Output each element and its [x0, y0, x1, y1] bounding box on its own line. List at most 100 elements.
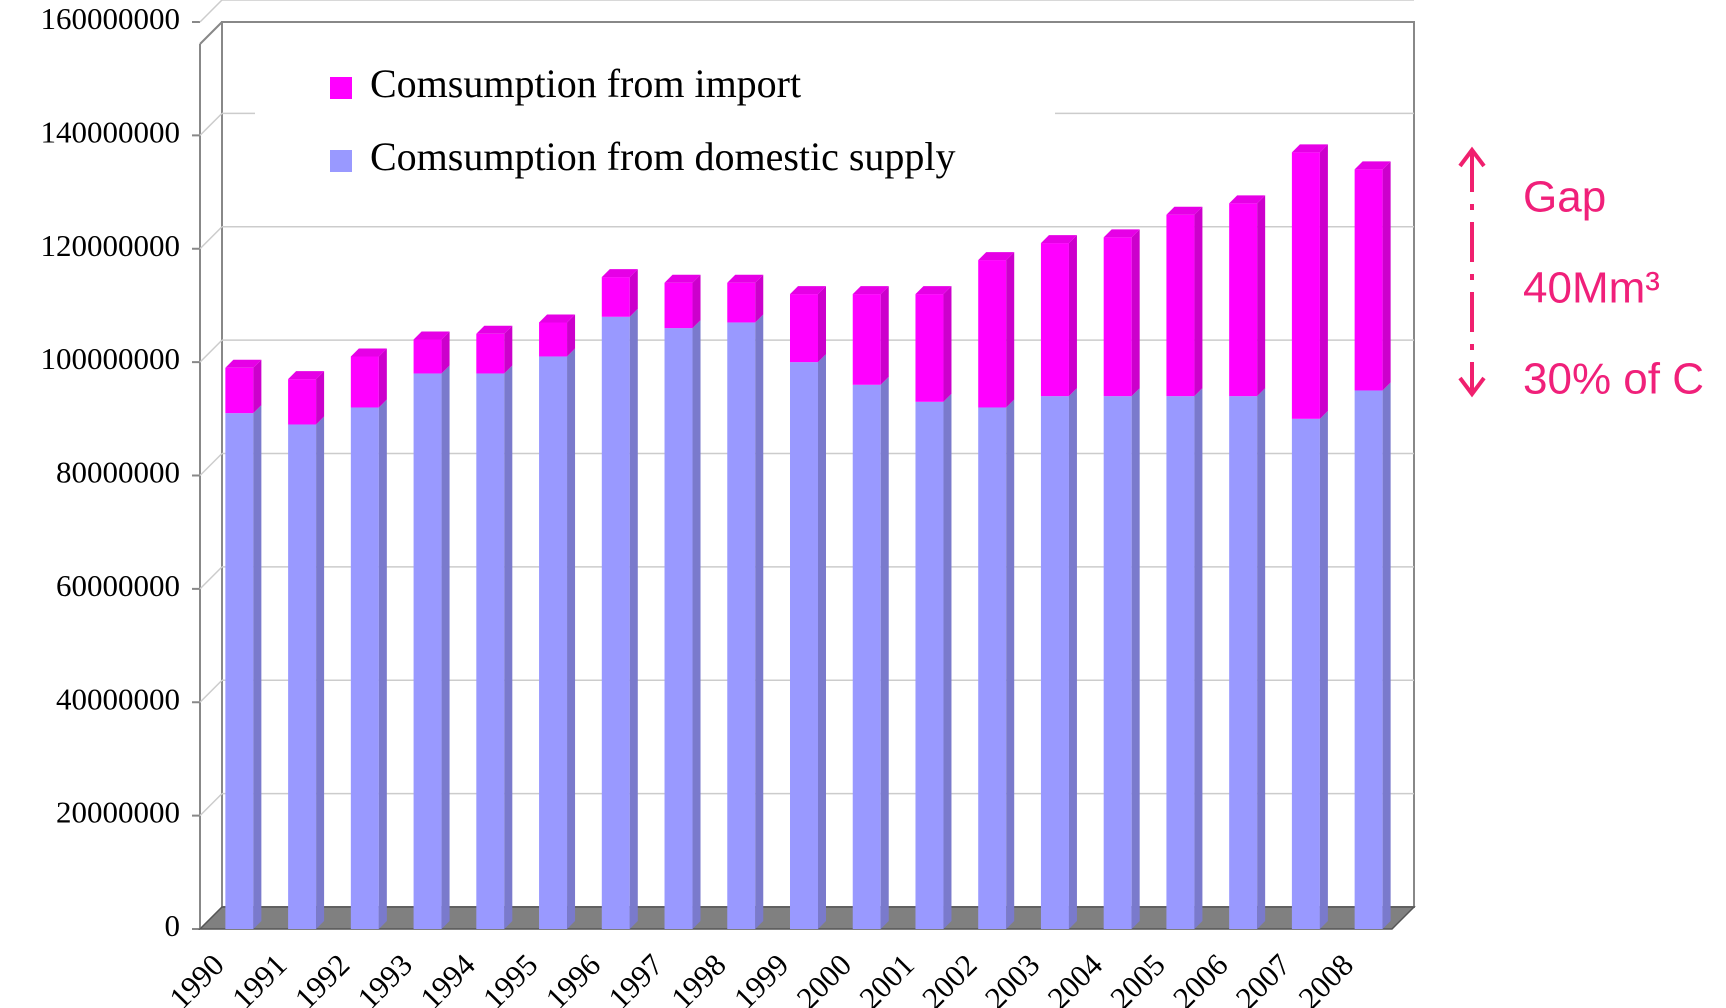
bar-segment [727, 322, 756, 930]
bar-side [943, 393, 952, 929]
bar-top [476, 325, 513, 334]
bar-side [567, 348, 576, 929]
x-tick-label: 1993 [350, 947, 419, 1008]
bar-segment [1166, 396, 1195, 929]
x-tick-label: 2008 [1291, 947, 1360, 1008]
x-tick-label: 1994 [413, 947, 482, 1008]
bar-top [1229, 195, 1266, 204]
bar-segment [664, 282, 693, 329]
bar-segment [1040, 396, 1069, 929]
bar-segment [601, 316, 630, 929]
x-tick-label: 2005 [1103, 947, 1172, 1008]
bar-segment [225, 413, 254, 929]
bar-side [504, 325, 513, 374]
bar-side [1194, 388, 1203, 929]
y-tick-label: 60000000 [56, 568, 180, 603]
x-tick-label: 1996 [539, 947, 608, 1008]
x-tick-label: 1995 [476, 947, 545, 1008]
annotation: 30% of C [1523, 355, 1704, 404]
bar-segment [1166, 214, 1195, 397]
bar-side [880, 286, 889, 385]
grid-side [199, 679, 223, 703]
bar-segment [915, 294, 944, 402]
bar-side [1257, 195, 1266, 397]
bar-top [978, 252, 1015, 261]
bar-side [880, 376, 889, 929]
bar-segment [413, 373, 442, 929]
x-tick-label: 2006 [1166, 947, 1235, 1008]
bar-side [1068, 388, 1077, 929]
x-tick-label: 1997 [601, 947, 670, 1008]
y-tick-label: 100000000 [41, 341, 181, 376]
legend-box [255, 50, 1055, 200]
legend-swatch [330, 77, 352, 99]
bar-side [316, 416, 325, 929]
x-tick-label: 1990 [162, 947, 231, 1008]
bar-side [818, 286, 826, 363]
bar-segment [413, 339, 442, 374]
bar-top [1103, 229, 1140, 238]
bar-segment [539, 356, 568, 929]
bar-top [601, 269, 638, 278]
bar-side [1257, 388, 1266, 929]
bar-top [1166, 206, 1203, 215]
bar-side [629, 308, 638, 929]
bar-segment [1103, 237, 1132, 397]
bar-segment [539, 322, 568, 357]
x-tick-label: 1998 [664, 947, 733, 1008]
bar-segment [978, 407, 1007, 930]
bar-side [1068, 235, 1077, 397]
bar-top [1040, 235, 1077, 244]
grid-side [199, 452, 223, 477]
bar-segment [476, 373, 505, 929]
grid-side [199, 0, 223, 23]
bar-top [225, 359, 262, 368]
bar-side [1319, 410, 1328, 929]
legend-label: Comsumption from import [370, 61, 801, 106]
bar-side [1006, 252, 1015, 408]
legend: Comsumption from import Comsumption from … [255, 50, 1055, 200]
y-tick-label: 0 [165, 908, 181, 943]
bar-segment [852, 384, 881, 929]
bar-side [567, 314, 576, 357]
bar-segment [852, 294, 881, 385]
bar-side [692, 320, 701, 929]
bar-top [539, 314, 576, 323]
y-tick-label: 20000000 [56, 795, 180, 830]
bar-top [1291, 144, 1328, 153]
bar-segment [225, 367, 254, 414]
bar-side [1382, 161, 1391, 391]
bar-segment [664, 328, 693, 929]
y-tick-label: 40000000 [56, 681, 180, 716]
bar-side [1131, 229, 1140, 397]
y-tick-label: 120000000 [41, 228, 181, 263]
bar-segment [1103, 396, 1132, 929]
bar-side [316, 371, 325, 425]
bar-top [413, 331, 450, 340]
bar-top [350, 348, 387, 357]
x-tick-label: 1992 [288, 947, 357, 1008]
bar-top [915, 286, 952, 295]
bar-side [253, 359, 262, 414]
bar-segment [790, 294, 818, 363]
bar-segment [1040, 243, 1069, 397]
bar-top [288, 371, 325, 380]
bar-side [253, 405, 262, 929]
grid-side [199, 226, 223, 250]
bar-segment [288, 379, 317, 425]
grid-side [199, 566, 223, 590]
bar-top [790, 286, 826, 295]
annotation: 40Mm³ [1523, 264, 1660, 313]
bar-side [504, 365, 513, 929]
bar-side [1382, 382, 1391, 929]
bar-side [1131, 388, 1140, 929]
bar-segment [978, 260, 1007, 408]
bar-segment [1354, 169, 1383, 391]
side-wall-top [199, 21, 223, 45]
bar-side [1194, 206, 1203, 397]
bar-top [664, 274, 701, 283]
x-tick-label: 2000 [790, 947, 859, 1008]
bar-side [441, 331, 450, 374]
bar-segment [1291, 418, 1320, 929]
